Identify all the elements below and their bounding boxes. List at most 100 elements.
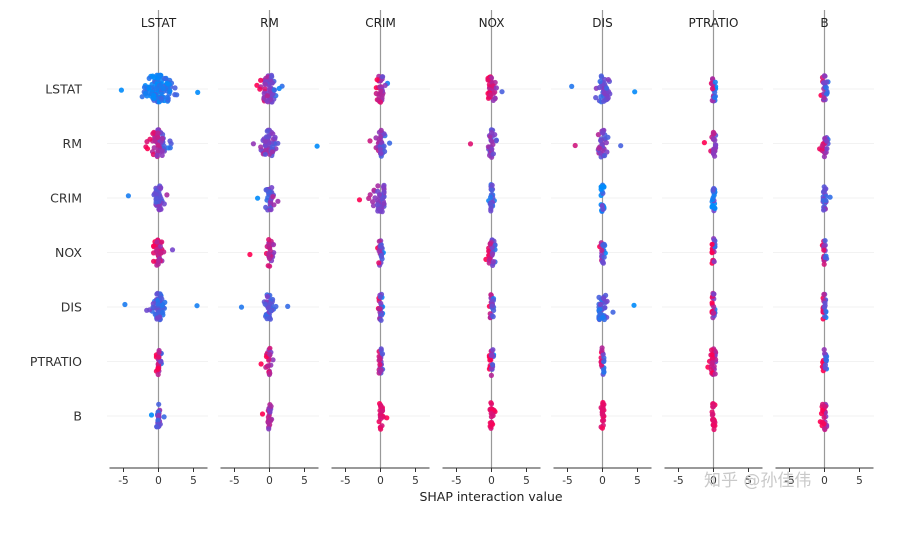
data-point	[820, 80, 827, 86]
data-point	[600, 130, 606, 136]
data-point	[378, 252, 384, 258]
data-point	[387, 140, 393, 146]
data-point	[266, 134, 272, 140]
data-point	[266, 237, 272, 243]
x-tick-label: 5	[523, 475, 530, 487]
data-point	[151, 129, 157, 135]
data-point	[822, 304, 828, 310]
data-point	[268, 207, 274, 213]
x-axes: -5 0 5 -5 0 5 -5 0 5 -5 0 5 -5 0 5 -5 0 5 -5 0 5	[109, 467, 874, 487]
data-point	[266, 426, 272, 432]
data-point	[155, 365, 161, 371]
data-point	[381, 131, 387, 137]
column-title: RM	[260, 16, 279, 30]
data-point	[144, 146, 151, 152]
data-point	[596, 145, 602, 151]
data-point	[159, 239, 165, 245]
data-point	[488, 92, 494, 98]
data-point	[366, 195, 372, 201]
data-point	[713, 142, 719, 148]
column-title: PTRATIO	[688, 16, 738, 30]
data-point	[157, 185, 164, 192]
data-point	[376, 137, 382, 143]
data-point	[712, 371, 718, 377]
data-point	[488, 400, 494, 406]
x-tick-label: 5	[412, 475, 419, 487]
data-point	[151, 95, 157, 101]
data-point	[823, 308, 829, 315]
data-point	[275, 198, 281, 204]
data-point	[377, 306, 383, 312]
data-point	[598, 186, 604, 192]
data-point	[597, 301, 604, 307]
data-point	[267, 263, 273, 269]
data-point	[150, 73, 156, 79]
data-point	[262, 151, 268, 157]
data-point	[823, 85, 829, 91]
column-title: DIS	[592, 16, 612, 30]
data-point	[151, 145, 157, 151]
data-point	[605, 95, 611, 101]
data-point	[490, 314, 496, 320]
data-point	[268, 308, 274, 314]
data-point	[488, 208, 494, 214]
data-point	[141, 84, 148, 90]
x-tick-label: 5	[634, 475, 641, 487]
data-point	[154, 152, 160, 158]
data-point	[154, 424, 160, 430]
data-point	[711, 146, 717, 152]
data-point	[167, 88, 173, 94]
data-point	[601, 254, 607, 260]
data-point	[159, 148, 165, 154]
x-tick-label: 0	[821, 475, 828, 487]
data-point	[489, 352, 495, 358]
data-point	[499, 89, 505, 95]
data-point	[314, 143, 320, 149]
data-point	[258, 144, 264, 150]
data-point	[821, 73, 828, 79]
data-point	[599, 425, 606, 431]
data-point	[569, 83, 575, 89]
data-point	[172, 85, 178, 91]
data-point	[370, 203, 377, 209]
data-point	[709, 86, 716, 92]
data-point	[599, 345, 605, 351]
data-point	[156, 354, 162, 360]
data-point	[155, 301, 161, 307]
data-point	[488, 414, 494, 420]
data-point	[262, 86, 268, 92]
data-point	[487, 420, 493, 426]
data-point	[598, 137, 604, 144]
x-tick-label: -5	[673, 475, 683, 487]
data-point	[377, 368, 383, 374]
column-title: LSTAT	[141, 16, 177, 30]
data-point	[821, 95, 827, 101]
data-point	[151, 258, 157, 264]
data-point	[370, 199, 376, 205]
data-point	[258, 361, 264, 367]
data-point	[712, 137, 718, 143]
data-point	[378, 88, 384, 94]
data-point	[377, 362, 383, 368]
data-point	[271, 87, 277, 93]
data-point	[194, 303, 200, 309]
data-point	[267, 417, 274, 423]
data-point	[602, 153, 608, 159]
data-point	[267, 256, 273, 262]
data-point	[599, 411, 605, 418]
data-point	[821, 291, 827, 297]
data-point	[821, 207, 827, 213]
data-point	[257, 86, 263, 92]
data-point	[824, 138, 830, 144]
data-point	[156, 401, 162, 407]
data-point	[377, 294, 384, 300]
data-point	[492, 95, 498, 101]
data-point	[380, 74, 386, 80]
data-point	[164, 94, 170, 100]
data-point	[827, 194, 833, 200]
data-point	[601, 367, 607, 373]
column-title: B	[820, 16, 828, 30]
data-point	[604, 298, 610, 304]
data-point	[264, 316, 270, 322]
data-point	[596, 84, 603, 91]
